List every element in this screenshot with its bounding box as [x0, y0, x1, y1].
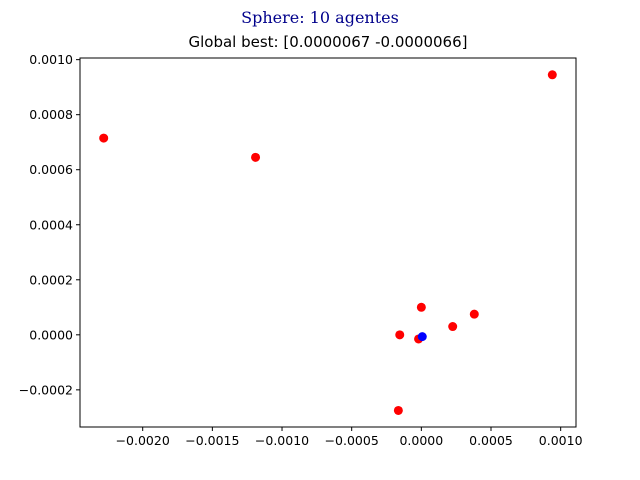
- agent-point-5: [448, 322, 458, 332]
- y-tick-label: 0.0006: [29, 162, 73, 177]
- x-tick-label: −0.0005: [325, 433, 379, 448]
- y-tick-label: 0.0000: [29, 327, 73, 342]
- y-tick-label: 0.0008: [29, 107, 73, 122]
- x-axis-ticks: −0.0020 −0.0015 −0.0010 −0.0005 0.0000 0.0005…: [116, 427, 583, 448]
- agent-point-1: [251, 152, 261, 162]
- figure-suptitle: Sphere: 10 agentes: [241, 8, 399, 27]
- axes-frame: [79, 57, 577, 428]
- agent-point-4: [469, 309, 479, 319]
- agent-point-3: [416, 302, 426, 312]
- agent-point-0: [99, 133, 109, 143]
- x-tick-label: 0.0000: [399, 433, 443, 448]
- y-tick-label: −0.0002: [19, 382, 73, 397]
- x-tick-label: −0.0020: [116, 433, 170, 448]
- y-tick-label: 0.0010: [29, 52, 73, 67]
- plot-marks: [99, 70, 557, 415]
- x-tick-label: −0.0015: [185, 433, 239, 448]
- agent-point-6: [395, 330, 405, 340]
- agent-point-8: [393, 405, 403, 415]
- global-best-point-0: [417, 332, 427, 342]
- axes-title: Global best: [0.0000067 -0.0000066]: [188, 33, 468, 51]
- y-tick-label: 0.0004: [29, 217, 73, 232]
- x-tick-label: 0.0010: [539, 433, 583, 448]
- y-tick-label: 0.0002: [29, 272, 73, 287]
- x-tick-label: 0.0005: [469, 433, 513, 448]
- agent-point-2: [547, 70, 557, 80]
- y-axis-ticks: −0.0002 0.0000 0.0002 0.0004 0.0006 0.0008 0.0…: [19, 52, 80, 397]
- x-tick-label: −0.0010: [255, 433, 309, 448]
